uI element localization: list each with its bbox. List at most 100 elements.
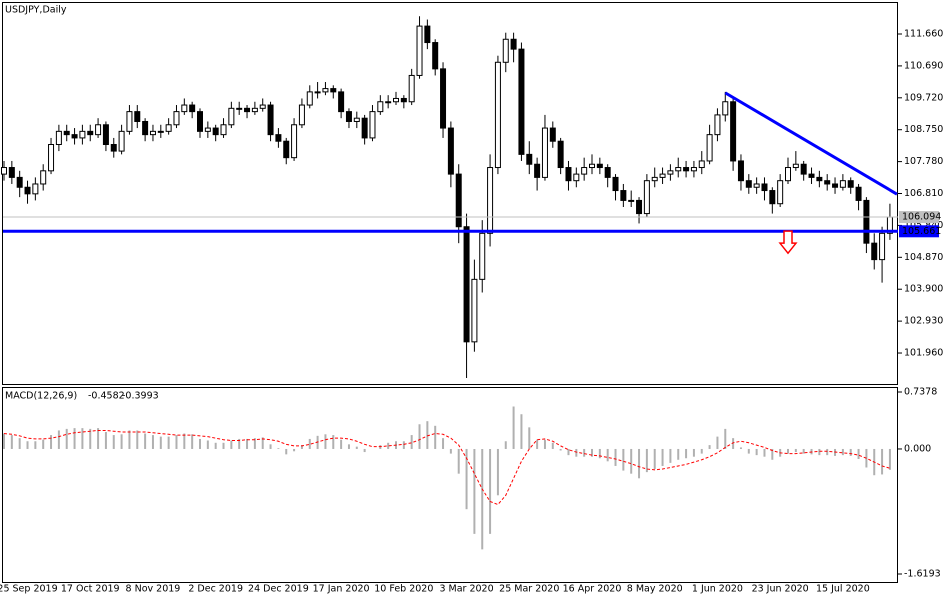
current-price-label: 106.094 xyxy=(902,212,941,223)
candle-body xyxy=(275,134,282,142)
candle-body xyxy=(706,134,713,162)
candle-body xyxy=(361,117,368,139)
candle-body xyxy=(330,88,337,93)
candle-body xyxy=(181,104,188,113)
candle-body xyxy=(95,124,102,136)
candle-body xyxy=(1,167,7,175)
candle-body xyxy=(259,104,266,109)
y-tick-label: 106.810 xyxy=(904,188,943,199)
candle-body xyxy=(612,176,619,192)
candle-body xyxy=(737,160,744,182)
candle-body xyxy=(385,101,392,104)
y-tick-label: 102.930 xyxy=(904,316,943,327)
candle-body xyxy=(79,130,86,139)
price-panel xyxy=(2,2,898,385)
candle-body xyxy=(110,144,117,152)
candle-body xyxy=(424,25,431,44)
candle-body xyxy=(832,183,839,188)
candle-body xyxy=(165,124,172,132)
candle-body xyxy=(338,91,345,113)
candle-body xyxy=(494,61,501,169)
candle-body xyxy=(63,130,70,136)
candle-body xyxy=(87,130,94,136)
candle-body xyxy=(8,167,15,178)
candle-body xyxy=(142,120,149,136)
candle-body xyxy=(134,111,141,122)
candle-body xyxy=(463,226,470,343)
candle-body xyxy=(816,176,823,182)
x-tick-label: 8 May 2020 xyxy=(627,584,683,595)
marks: 111.660 110.690 109.720 108.750 107.780 106.8… xyxy=(0,16,943,595)
current-price-box xyxy=(899,211,939,224)
candle-body xyxy=(534,163,541,178)
y-tick-label: 101.960 xyxy=(904,348,943,359)
candle-body xyxy=(549,127,556,142)
candle-body xyxy=(32,183,39,195)
candle-body xyxy=(659,173,666,178)
candle-body xyxy=(855,186,862,201)
candle-body xyxy=(416,25,423,76)
y-tick-label: 110.690 xyxy=(904,60,943,71)
candle-body xyxy=(291,124,298,159)
macd-value: -0.4582 xyxy=(88,391,125,402)
candle-body xyxy=(628,199,635,202)
x-tick-label: 23 Jun 2020 xyxy=(752,584,809,595)
candle-body xyxy=(40,170,47,185)
candle-body xyxy=(847,180,854,188)
candle-body xyxy=(204,127,211,132)
macd-title: MACD(12,26,9) xyxy=(5,391,77,402)
candle-body xyxy=(298,104,305,126)
macd-panel xyxy=(2,387,898,583)
x-tick-label: 16 Apr 2020 xyxy=(563,584,622,595)
candle-body xyxy=(620,190,627,201)
candle-body xyxy=(683,167,690,172)
candle-body xyxy=(157,130,164,133)
x-tick-label: 24 Dec 2019 xyxy=(248,584,309,595)
candle-body xyxy=(777,180,784,205)
y-tick-label: 109.720 xyxy=(904,92,943,103)
candle-body xyxy=(487,167,494,234)
x-tick-label: 8 Nov 2019 xyxy=(126,584,181,595)
candle-body xyxy=(675,167,682,172)
candle-body xyxy=(761,183,768,192)
candle-body xyxy=(220,124,227,136)
x-tick-label: 17 Jan 2020 xyxy=(313,584,370,595)
support-box xyxy=(899,225,939,238)
candle-body xyxy=(714,114,721,136)
candle-body xyxy=(541,127,548,178)
candle-body xyxy=(440,68,447,129)
trend-line xyxy=(724,91,898,196)
candle-body xyxy=(557,140,564,169)
candle-body xyxy=(377,101,384,113)
candle-body xyxy=(244,107,251,113)
x-tick-label: 17 Oct 2019 xyxy=(61,584,120,595)
candle-body xyxy=(267,104,274,136)
candle-body xyxy=(604,167,611,178)
candle-body xyxy=(353,117,360,122)
candle-body xyxy=(722,101,729,116)
candle-body xyxy=(753,183,760,188)
candle-body xyxy=(808,173,815,178)
candle-body xyxy=(565,167,572,182)
x-tick-label: 25 Mar 2020 xyxy=(499,584,559,595)
candle-body xyxy=(651,176,658,182)
candle-body xyxy=(667,170,674,175)
candle-body xyxy=(471,278,478,343)
candle-body xyxy=(769,190,776,205)
candle-body xyxy=(596,163,603,169)
candle-body xyxy=(236,107,243,110)
y-tick-label: 0.000 xyxy=(904,443,931,454)
candle-body xyxy=(48,144,55,172)
candle-body xyxy=(251,107,258,113)
candle-body xyxy=(839,180,846,188)
candle-body xyxy=(690,167,697,172)
candle-body xyxy=(879,232,886,261)
candle-body xyxy=(447,127,454,175)
x-tick-label: 15 Jul 2020 xyxy=(816,584,870,595)
candle-body xyxy=(745,180,752,188)
candle-body xyxy=(432,42,439,70)
candle-body xyxy=(698,160,705,169)
candle-body xyxy=(126,111,133,132)
candle-body xyxy=(871,242,878,261)
candle-body xyxy=(573,173,580,182)
